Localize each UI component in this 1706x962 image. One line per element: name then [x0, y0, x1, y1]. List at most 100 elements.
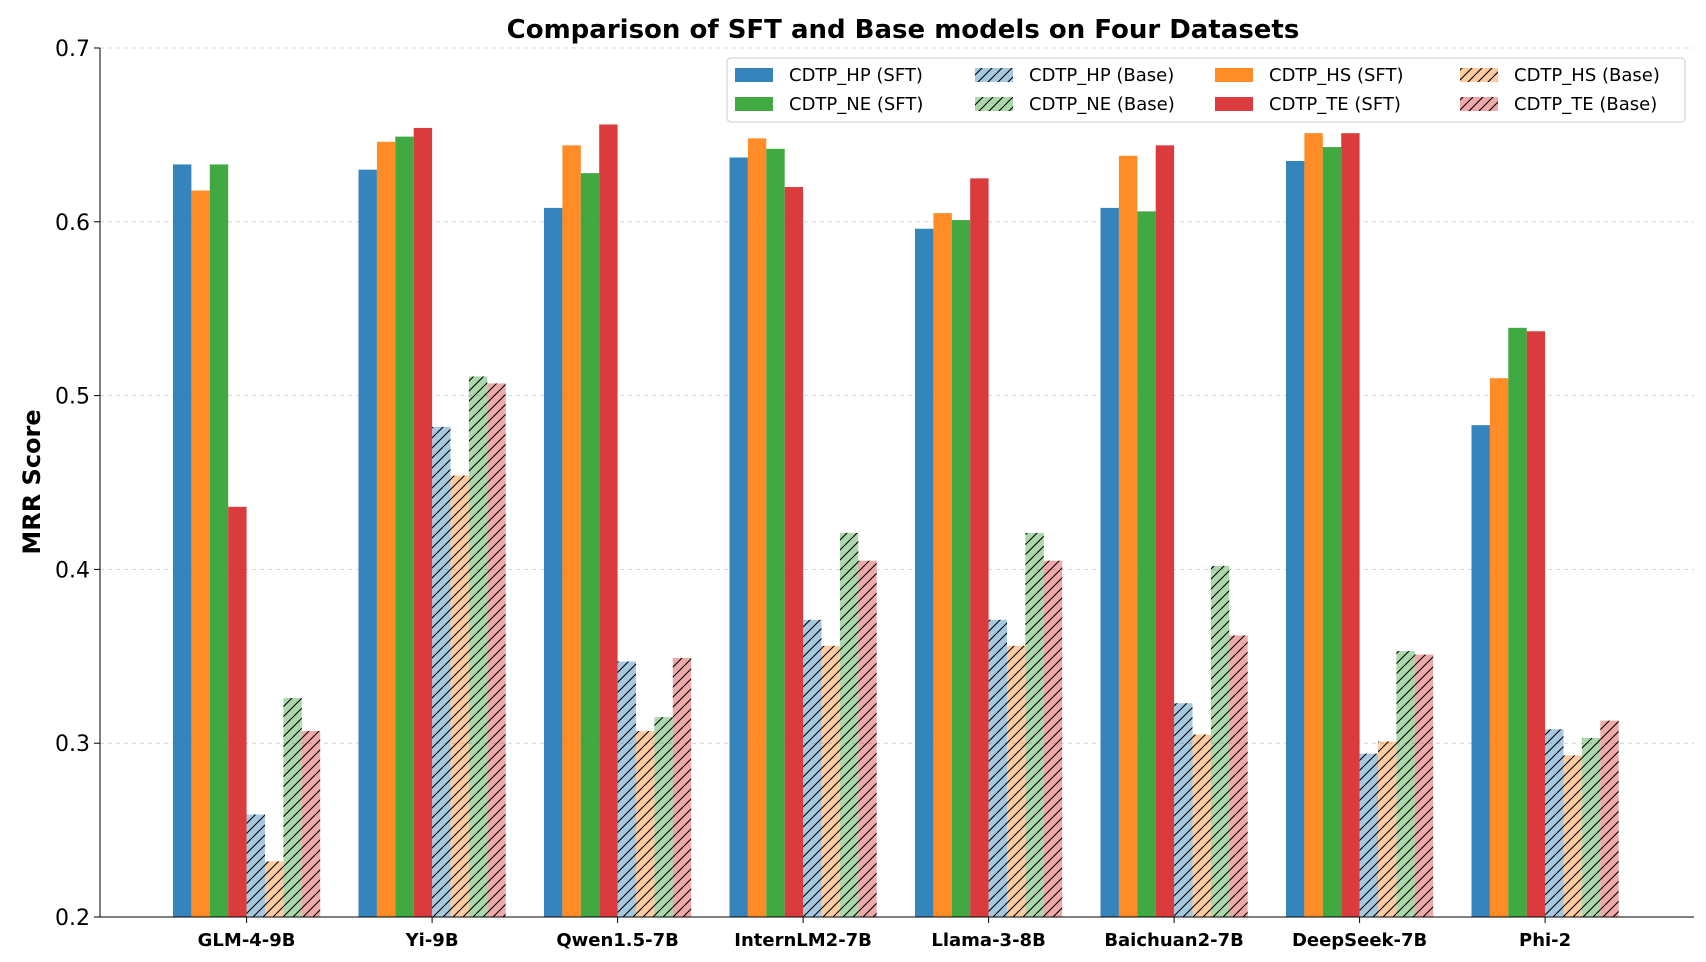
bar [599, 124, 618, 918]
legend-label: CDTP_HS (SFT) [1269, 65, 1403, 86]
bar [933, 213, 952, 918]
bar [1563, 755, 1582, 917]
legend-label: CDTP_NE (Base) [1029, 94, 1175, 115]
bar [1545, 729, 1564, 917]
bar [1229, 635, 1248, 917]
legend-swatch [735, 68, 773, 82]
bar [1137, 211, 1156, 917]
legend: CDTP_HP (SFT) CDTP_NE (SFT) CDTP_HP (Base)… [726, 57, 1686, 123]
legend-label: CDTP_HS (Base) [1514, 65, 1660, 86]
legend-swatch [735, 97, 773, 111]
legend-swatch [1215, 68, 1253, 82]
bar [450, 475, 469, 917]
bar [988, 619, 1007, 917]
bar [580, 173, 600, 918]
bar [173, 164, 192, 918]
bar [1043, 560, 1063, 917]
x-tick-label: DeepSeek-7B [1292, 930, 1427, 951]
x-tick-label: Baichuan2-7B [1104, 930, 1244, 951]
bar [1581, 737, 1601, 917]
bar [1007, 645, 1026, 917]
bar [468, 376, 488, 917]
x-tick-label: Phi-2 [1519, 930, 1571, 951]
bar [672, 658, 692, 917]
bar [915, 228, 934, 917]
bar [228, 506, 247, 917]
bar [1526, 331, 1546, 917]
bars [173, 124, 1619, 918]
y-axis-label: MRR Score [18, 409, 46, 554]
y-tick-label: 0.3 [55, 732, 90, 757]
bar [729, 157, 748, 917]
legend-label: CDTP_TE (Base) [1514, 94, 1657, 115]
legend-swatch [1460, 68, 1498, 82]
legend-label: CDTP_TE (SFT) [1269, 94, 1401, 115]
bar [301, 731, 321, 917]
bar [803, 619, 822, 917]
bar [1378, 741, 1397, 917]
bar [487, 383, 506, 918]
legend-box [726, 57, 1686, 123]
y-tick-label: 0.6 [55, 211, 90, 236]
legend-swatch [1215, 97, 1253, 111]
bar [1600, 720, 1619, 917]
legend-label: CDTP_HP (SFT) [789, 65, 923, 86]
y-ticks: 0.2 0.3 0.4 0.5 0.6 0.7 [55, 37, 100, 931]
y-tick-label: 0.2 [55, 906, 90, 931]
x-tick-label: Llama-3-8B [931, 930, 1045, 951]
bar [395, 136, 414, 917]
bar [358, 169, 377, 917]
bar [1341, 133, 1360, 918]
bar [1396, 651, 1415, 917]
axes [99, 48, 1694, 918]
y-tick-label: 0.4 [55, 558, 90, 583]
bar [617, 661, 636, 917]
x-tick-label: Yi-9B [405, 930, 459, 951]
bar [654, 717, 673, 917]
bar [1286, 160, 1305, 918]
bar [265, 861, 284, 917]
bar [1174, 703, 1193, 917]
bar [747, 138, 767, 918]
bar [1508, 327, 1527, 917]
bar [636, 731, 655, 917]
legend-swatch [1460, 97, 1498, 111]
bar [821, 645, 840, 917]
bar [376, 141, 396, 918]
x-tick-label: InternLM2-7B [734, 930, 872, 951]
bar [1322, 147, 1342, 918]
bar [1100, 207, 1119, 917]
grid-lines [100, 47, 1694, 918]
bar [544, 207, 563, 917]
legend-label: CDTP_HP (Base) [1029, 65, 1174, 86]
bar [283, 698, 302, 917]
bar [1192, 734, 1211, 917]
bar [191, 190, 210, 918]
bar [246, 814, 265, 917]
bar [784, 187, 804, 918]
y-tick-label: 0.7 [55, 37, 90, 62]
bar [766, 148, 785, 917]
x-tick-label: Qwen1.5-7B [556, 930, 679, 951]
bar [1210, 565, 1230, 917]
y-tick-label: 0.5 [55, 385, 90, 410]
bar [1359, 753, 1378, 917]
legend-swatch [975, 97, 1013, 111]
bar [839, 532, 859, 917]
legend-label: CDTP_NE (SFT) [789, 94, 923, 115]
bar [1304, 133, 1323, 918]
bar [1155, 145, 1175, 917]
x-tick-label: GLM-4-9B [198, 930, 296, 951]
bar [1118, 155, 1138, 918]
bar [562, 145, 581, 917]
bar [951, 220, 971, 917]
bar [1489, 378, 1509, 918]
bar [1471, 425, 1490, 917]
legend-swatch [975, 68, 1013, 82]
bar [432, 426, 451, 917]
bar [970, 178, 989, 918]
bar [1025, 532, 1044, 917]
bar [413, 127, 433, 917]
x-ticks: GLM-4-9B Yi-9B Qwen1.5-7B InternLM2-7B Llama… [198, 917, 1571, 951]
